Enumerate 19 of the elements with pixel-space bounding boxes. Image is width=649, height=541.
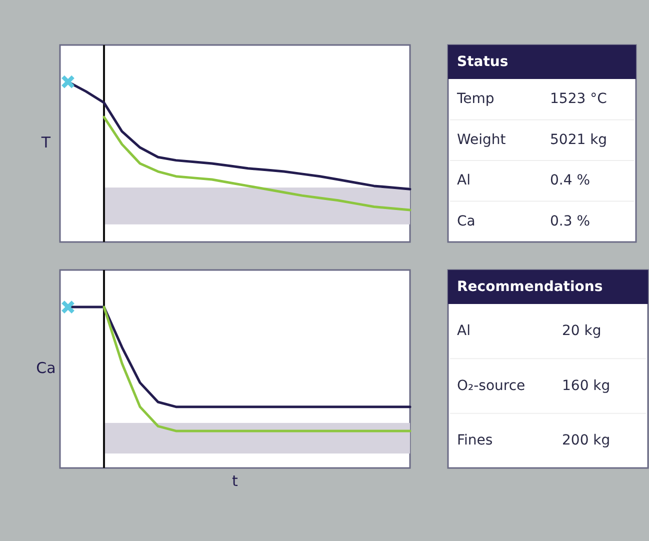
text: 5021 kg — [550, 132, 608, 148]
text: 0.3 % — [550, 213, 590, 230]
category-label: Al — [457, 323, 470, 340]
text: 160 kg — [562, 378, 610, 394]
x-axis-title: t — [232, 472, 238, 490]
text: 0.4 % — [550, 172, 590, 189]
category-label: Fines — [457, 432, 493, 448]
text: Recommendations — [457, 278, 603, 295]
category-label: O₂-source — [457, 378, 526, 394]
text: 20 kg — [562, 323, 602, 340]
text: 1523 °C — [550, 91, 607, 108]
category-label: Ca — [457, 213, 476, 230]
category-label: Al — [457, 172, 470, 189]
category-label: Temp — [456, 91, 494, 108]
category-label: Weight — [457, 132, 506, 148]
text: 200 kg — [562, 432, 610, 448]
text: Status — [457, 54, 508, 70]
y-axis-title: T — [40, 134, 52, 152]
y-axis-title: Ca — [36, 359, 56, 378]
